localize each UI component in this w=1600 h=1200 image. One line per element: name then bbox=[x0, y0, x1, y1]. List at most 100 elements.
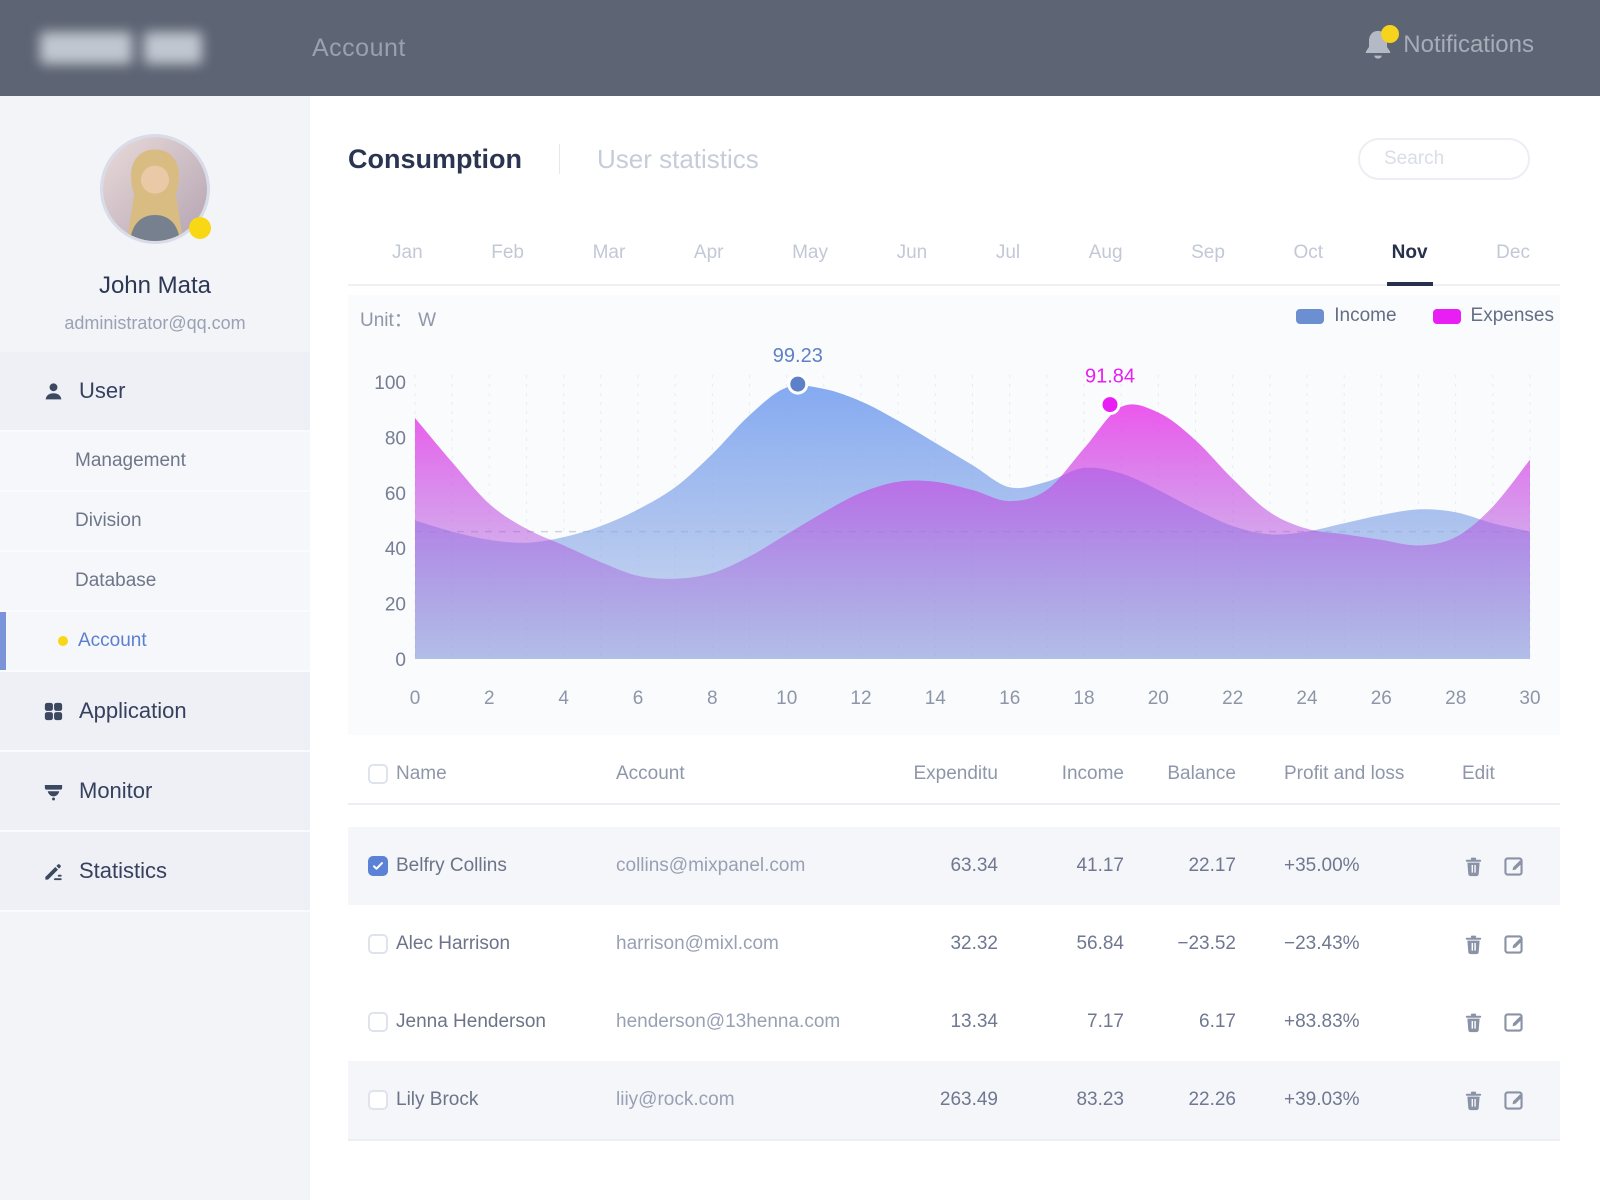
svg-text:20: 20 bbox=[385, 595, 406, 616]
select-all-checkbox[interactable] bbox=[368, 763, 388, 784]
sidebar-item-monitor[interactable]: Monitor bbox=[0, 752, 310, 832]
month-tab-nov[interactable]: Nov bbox=[1388, 222, 1432, 284]
svg-text:4: 4 bbox=[558, 688, 569, 709]
cell-expenditure: 13.34 bbox=[950, 1011, 998, 1032]
month-tab-sep[interactable]: Sep bbox=[1191, 242, 1225, 263]
sidebar-item-label: Database bbox=[75, 570, 157, 591]
app-grid-icon bbox=[42, 700, 65, 723]
status-dot bbox=[189, 217, 211, 239]
edit-image-icon[interactable] bbox=[1502, 933, 1525, 956]
row-checkbox[interactable] bbox=[368, 1012, 388, 1032]
svg-text:10: 10 bbox=[776, 688, 797, 709]
row-checkbox[interactable] bbox=[368, 856, 388, 876]
income-swatch bbox=[1296, 308, 1325, 324]
header-name: Name bbox=[396, 762, 447, 784]
month-tab-jan[interactable]: Jan bbox=[392, 242, 423, 263]
sidebar-item-label: Division bbox=[75, 510, 142, 531]
sidebar-item-statistics[interactable]: Statistics bbox=[0, 832, 310, 912]
header-income: Income bbox=[1061, 762, 1124, 784]
table-header: Name Account Expenditu Income Balance Pr… bbox=[348, 744, 1560, 805]
cell-profit: +39.03% bbox=[1284, 1089, 1360, 1110]
legend-expenses-label: Expenses bbox=[1470, 305, 1554, 326]
checkbox-cell bbox=[348, 1090, 396, 1110]
sidebar-item-label: User bbox=[79, 378, 126, 403]
header-balance: Balance bbox=[1167, 762, 1236, 784]
sidebar-subitem-division[interactable]: Division bbox=[0, 492, 310, 552]
header-profit: Profit and loss bbox=[1284, 762, 1405, 784]
month-tab-feb[interactable]: Feb bbox=[491, 242, 524, 263]
edit-image-icon[interactable] bbox=[1502, 855, 1525, 878]
month-tab-may[interactable]: May bbox=[792, 242, 828, 263]
cell-balance: −23.52 bbox=[1177, 933, 1236, 954]
cell-name: Belfry Collins bbox=[396, 855, 507, 876]
user-name: John Mata bbox=[98, 272, 212, 299]
notifications-button[interactable]: Notifications bbox=[1360, 25, 1534, 64]
sidebar-item-user[interactable]: User bbox=[0, 352, 310, 432]
sidebar-item-label: Account bbox=[78, 630, 147, 651]
svg-text:6: 6 bbox=[633, 688, 644, 709]
edit-image-icon[interactable] bbox=[1502, 1089, 1525, 1112]
svg-text:0: 0 bbox=[410, 688, 421, 709]
month-tab-jun[interactable]: Jun bbox=[896, 242, 928, 263]
svg-text:60: 60 bbox=[385, 484, 406, 505]
month-tab-mar[interactable]: Mar bbox=[592, 242, 626, 263]
cell-expenditure: 63.34 bbox=[950, 855, 998, 876]
tab-consumption[interactable]: Consumption bbox=[348, 143, 522, 174]
row-checkbox[interactable] bbox=[368, 1090, 388, 1110]
selected-bullet-icon bbox=[58, 636, 68, 646]
sidebar-subitem-management[interactable]: Management bbox=[0, 432, 310, 492]
cell-account: collins@mixpanel.com bbox=[616, 855, 806, 876]
svg-text:16: 16 bbox=[999, 688, 1020, 709]
content-tabs: Consumption User statistics bbox=[348, 136, 759, 182]
chart-unit-label: Unit： W bbox=[360, 310, 437, 331]
profile-card: John Mata administrator@qq.com bbox=[0, 96, 310, 334]
header-edit: Edit bbox=[1462, 762, 1495, 784]
header-expenditure: Expenditu bbox=[913, 762, 998, 784]
statistics-pencil-icon bbox=[42, 860, 65, 883]
top-bar: Account Notifications bbox=[0, 0, 1600, 96]
sidebar-subitem-database[interactable]: Database bbox=[0, 552, 310, 612]
sidebar-item-application[interactable]: Application bbox=[0, 672, 310, 752]
month-tab-aug[interactable]: Aug bbox=[1088, 242, 1123, 263]
checkbox-cell bbox=[348, 934, 396, 954]
cell-name: Lily Brock bbox=[396, 1089, 479, 1110]
month-tab-jul[interactable]: Jul bbox=[995, 242, 1021, 263]
accounts-table: Name Account Expenditu Income Balance Pr… bbox=[348, 744, 1560, 1200]
svg-text:30: 30 bbox=[1519, 688, 1540, 709]
edit-image-icon[interactable] bbox=[1502, 1011, 1525, 1034]
svg-text:8: 8 bbox=[707, 688, 718, 709]
month-tab-oct[interactable]: Oct bbox=[1293, 242, 1324, 263]
checkbox-cell bbox=[348, 856, 396, 876]
sidebar-subitem-account[interactable]: Account bbox=[0, 612, 310, 672]
svg-text:0: 0 bbox=[395, 650, 406, 671]
trash-icon[interactable] bbox=[1462, 855, 1485, 878]
svg-text:12: 12 bbox=[850, 688, 871, 709]
avatar-image bbox=[103, 137, 207, 241]
sidebar-item-label: Management bbox=[75, 450, 186, 471]
row-actions bbox=[1454, 933, 1560, 956]
search-input[interactable] bbox=[1358, 138, 1530, 180]
svg-text:80: 80 bbox=[385, 428, 406, 449]
trash-icon[interactable] bbox=[1462, 933, 1485, 956]
month-tab-dec[interactable]: Dec bbox=[1496, 242, 1530, 263]
tab-user-statistics[interactable]: User statistics bbox=[596, 143, 759, 174]
svg-text:40: 40 bbox=[385, 539, 406, 560]
month-tab-apr[interactable]: Apr bbox=[693, 242, 724, 263]
trash-icon[interactable] bbox=[1462, 1089, 1485, 1112]
svg-text:100: 100 bbox=[374, 373, 406, 394]
consumption-chart: 99.23 91.84 0 20 40 60 80 100 0 2 4 6 8 10 12 14 16 18 20 2… bbox=[348, 295, 1560, 735]
trash-icon[interactable] bbox=[1462, 1011, 1485, 1034]
cell-balance: 22.17 bbox=[1188, 855, 1236, 876]
sidebar-item-label: Monitor bbox=[79, 778, 153, 803]
page-title: Account bbox=[312, 34, 406, 62]
main-content: Consumption User statistics Jan Feb Mar Apr… bbox=[310, 96, 1600, 1200]
cell-income: 7.17 bbox=[1087, 1011, 1124, 1032]
chart-legend: Income Expenses bbox=[1296, 305, 1554, 327]
row-checkbox[interactable] bbox=[368, 934, 388, 954]
cell-balance: 6.17 bbox=[1199, 1011, 1236, 1032]
row-actions bbox=[1454, 1089, 1560, 1112]
cell-income: 41.17 bbox=[1076, 855, 1124, 876]
legend-income-label: Income bbox=[1334, 305, 1397, 326]
row-actions bbox=[1454, 1011, 1560, 1034]
